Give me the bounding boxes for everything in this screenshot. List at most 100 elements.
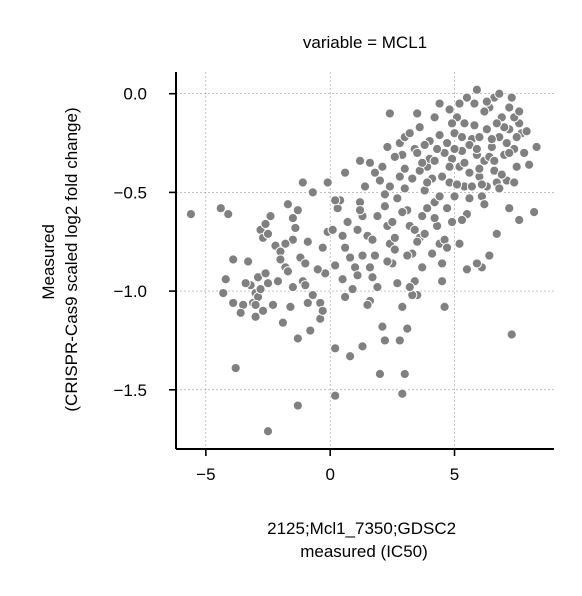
scatter-point bbox=[394, 171, 405, 182]
scatter-point bbox=[230, 362, 241, 374]
scatter-point bbox=[362, 299, 373, 311]
scatter-point bbox=[504, 102, 515, 113]
scatter-point bbox=[397, 388, 408, 399]
scatter-point bbox=[364, 262, 376, 273]
scatter-point bbox=[255, 284, 266, 295]
scatter-point bbox=[466, 181, 478, 192]
scatter-point bbox=[429, 212, 440, 224]
scatter-point bbox=[456, 132, 468, 143]
scatter-point bbox=[228, 297, 239, 309]
scatter-point bbox=[449, 191, 460, 202]
scatter-point bbox=[456, 214, 468, 226]
scatter-point bbox=[292, 205, 303, 216]
scatter-point bbox=[514, 214, 525, 226]
scatter-point bbox=[407, 173, 418, 184]
scatter-point bbox=[444, 104, 455, 115]
scatter-point bbox=[441, 203, 453, 214]
scatter-point bbox=[307, 187, 318, 198]
scatter-point bbox=[340, 291, 351, 303]
scatter-point bbox=[521, 126, 532, 137]
scatter-point bbox=[397, 301, 408, 312]
scatter-point bbox=[367, 272, 378, 283]
scatter-point bbox=[317, 305, 328, 316]
scatter-point bbox=[260, 268, 271, 279]
scatter-point bbox=[504, 147, 515, 159]
scatter-point bbox=[494, 183, 505, 194]
scatter-point bbox=[494, 88, 505, 99]
chart-title: variable = MCL1 bbox=[303, 33, 427, 52]
scatter-point bbox=[262, 426, 274, 437]
scatter-point bbox=[359, 181, 371, 192]
scatter-point bbox=[464, 167, 475, 178]
scatter-point bbox=[282, 266, 294, 277]
scatter-point bbox=[379, 335, 390, 346]
scatter-point bbox=[340, 167, 351, 178]
scatter-point bbox=[414, 122, 425, 133]
scatter-point bbox=[436, 276, 448, 287]
scatter-point bbox=[302, 297, 313, 309]
scatter-point bbox=[337, 274, 348, 285]
scatter-point bbox=[429, 155, 440, 166]
scatter-point bbox=[469, 98, 480, 109]
scatter-point bbox=[305, 325, 316, 336]
scatter-point bbox=[511, 132, 522, 143]
scatter-point bbox=[260, 218, 271, 230]
scatter-point bbox=[369, 167, 381, 178]
scatter-point bbox=[312, 264, 323, 275]
scatter-point bbox=[434, 191, 445, 202]
scatter-point bbox=[372, 282, 383, 293]
scatter-point bbox=[275, 254, 286, 265]
scatter-point bbox=[417, 157, 428, 168]
scatter-point bbox=[432, 143, 443, 155]
scatter-point bbox=[369, 250, 381, 261]
scatter-point bbox=[524, 159, 535, 170]
scatter-point bbox=[422, 177, 433, 188]
scatter-point bbox=[479, 106, 490, 117]
scatter-point bbox=[218, 287, 229, 299]
y-axis-title: Measured (CRISPR-Cas9 scaled log2 fold c… bbox=[39, 107, 81, 411]
scatter-point bbox=[509, 177, 520, 188]
scatter-point bbox=[330, 260, 341, 271]
scatter-point bbox=[446, 118, 458, 129]
scatter-point bbox=[389, 232, 400, 243]
scatter-point bbox=[436, 171, 448, 182]
scatter-point bbox=[404, 128, 415, 139]
scatter-point bbox=[340, 242, 351, 253]
scatter-point bbox=[367, 234, 378, 245]
scatter-point bbox=[449, 143, 460, 155]
scatter-point bbox=[441, 242, 453, 253]
scatter-point bbox=[240, 278, 251, 289]
scatter-point bbox=[419, 139, 430, 151]
scatter-point bbox=[290, 222, 301, 234]
scatter-point bbox=[427, 248, 438, 259]
scatter-point bbox=[506, 92, 517, 103]
scatter-point bbox=[220, 274, 231, 285]
scatter-point bbox=[379, 189, 390, 200]
scatter-point bbox=[531, 141, 542, 153]
scatter-point bbox=[392, 278, 403, 289]
scatter-point bbox=[454, 98, 465, 109]
scatter-point bbox=[481, 124, 492, 135]
scatter-point bbox=[277, 317, 289, 328]
scatter-point bbox=[384, 181, 395, 192]
axes-layer bbox=[175, 72, 554, 450]
scatter-point bbox=[292, 400, 303, 411]
scatter-point bbox=[389, 244, 400, 255]
scatter-point bbox=[280, 238, 291, 249]
scatter-point bbox=[302, 236, 313, 247]
scatter-point bbox=[417, 210, 428, 222]
scatter-point bbox=[317, 242, 328, 253]
scatter-point bbox=[250, 311, 261, 322]
ticks-layer: −5 0 5 0.0 −0.5 −1.0 −1.5 bbox=[113, 85, 459, 484]
scatter-point bbox=[479, 199, 490, 210]
scatter-point bbox=[481, 96, 492, 107]
scatter-point bbox=[484, 250, 495, 261]
x-tick-label: 5 bbox=[450, 465, 459, 484]
scatter-point bbox=[300, 280, 311, 291]
grid-layer bbox=[176, 72, 554, 449]
scatter-point bbox=[504, 203, 515, 214]
x-axis-title: 2125;Mcl1_7350;GDSC2 measured (IC50) bbox=[267, 519, 461, 561]
scatter-point bbox=[228, 254, 239, 265]
y-tick-label: −0.5 bbox=[113, 183, 147, 202]
scatter-point bbox=[394, 335, 405, 346]
